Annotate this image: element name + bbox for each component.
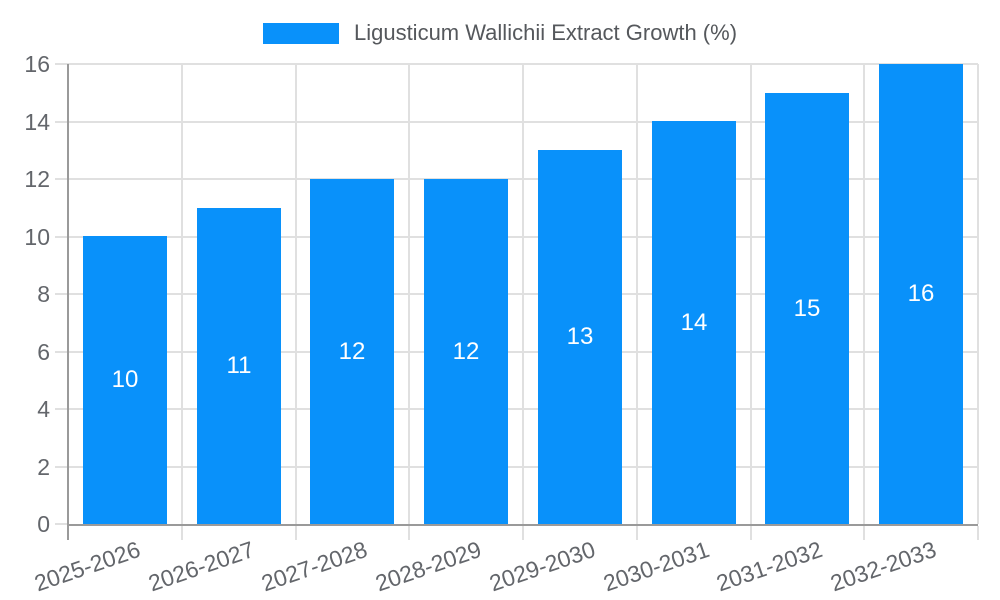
- chart-legend: Ligusticum Wallichii Extract Growth (%): [0, 20, 1000, 46]
- x-axis-label: 2029-2030: [485, 536, 599, 597]
- bar[interactable]: 13: [538, 150, 622, 524]
- bar[interactable]: 10: [83, 236, 167, 524]
- y-axis-label: 12: [24, 166, 50, 192]
- x-tick: [863, 526, 865, 540]
- legend-swatch-icon: [262, 22, 339, 44]
- bar-value-label: 10: [111, 366, 139, 393]
- y-axis-line: [67, 64, 69, 540]
- bar[interactable]: 12: [424, 179, 508, 524]
- x-tick: [181, 526, 183, 540]
- x-tick: [295, 526, 297, 540]
- x-gridline: [295, 64, 297, 524]
- y-tick: [55, 523, 68, 525]
- x-axis: 2025-2026 2026-2027 2027-2028 2028-2029 2029…: [31, 524, 978, 600]
- y-axis-label: 16: [24, 51, 50, 77]
- y-tick: [55, 465, 68, 468]
- y-axis-label: 0: [37, 511, 50, 537]
- bar[interactable]: 11: [197, 208, 281, 524]
- y-axis: 0 2 4 6 8 10 12 14 16: [0, 51, 50, 540]
- x-gridline: [181, 64, 183, 524]
- y-axis-label: 8: [37, 281, 50, 307]
- y-axis-label: 2: [37, 453, 50, 480]
- x-gridline: [863, 64, 865, 524]
- chart-title: Ligusticum Wallichii Extract Growth (%): [353, 20, 738, 45]
- y-tick: [55, 235, 68, 238]
- x-axis-label: 2032-2033: [826, 536, 940, 597]
- y-tick: [55, 293, 68, 295]
- bar-value-label: 15: [793, 294, 821, 322]
- x-gridline: [522, 64, 524, 524]
- x-axis-label: 2031-2032: [712, 536, 826, 597]
- x-axis-label: 2025-2026: [30, 536, 144, 597]
- y-tick: [55, 178, 68, 180]
- x-tick: [636, 526, 638, 540]
- y-axis-label: 14: [24, 108, 50, 135]
- y-axis-label: 4: [37, 396, 50, 422]
- bar[interactable]: 14: [652, 121, 736, 524]
- x-tick: [750, 526, 752, 540]
- legend-item[interactable]: Ligusticum Wallichii Extract Growth (%): [262, 20, 738, 46]
- bar-value-label: 13: [566, 323, 594, 350]
- y-axis-label: 6: [37, 338, 50, 365]
- y-tick: [55, 350, 68, 353]
- bar-value-label: 12: [452, 337, 480, 365]
- x-axis-line: [67, 524, 978, 526]
- x-gridline: [636, 64, 638, 524]
- bar[interactable]: 16: [879, 64, 963, 524]
- x-axis-label: 2026-2027: [144, 536, 258, 597]
- y-tick: [55, 408, 68, 410]
- bar-value-label: 16: [907, 280, 935, 307]
- bar-value-label: 12: [338, 337, 366, 365]
- x-gridline: [750, 64, 752, 524]
- x-gridline: [977, 64, 979, 524]
- x-tick: [977, 526, 979, 540]
- x-axis-label: 2027-2028: [257, 536, 371, 597]
- x-tick: [522, 526, 524, 540]
- plot-area: 10 11 12 12 13 14 15 16: [55, 63, 979, 540]
- bar[interactable]: 12: [310, 179, 394, 524]
- bar-value-label: 11: [226, 352, 252, 379]
- x-gridline: [408, 64, 410, 524]
- x-axis-label: 2028-2029: [371, 536, 485, 597]
- y-tick: [55, 63, 68, 65]
- y-tick: [55, 120, 68, 123]
- bar-value-label: 14: [680, 308, 708, 336]
- x-tick: [408, 526, 410, 540]
- x-axis-label: 2030-2031: [599, 536, 713, 597]
- bar[interactable]: 15: [765, 93, 849, 524]
- y-axis-label: 10: [24, 223, 50, 250]
